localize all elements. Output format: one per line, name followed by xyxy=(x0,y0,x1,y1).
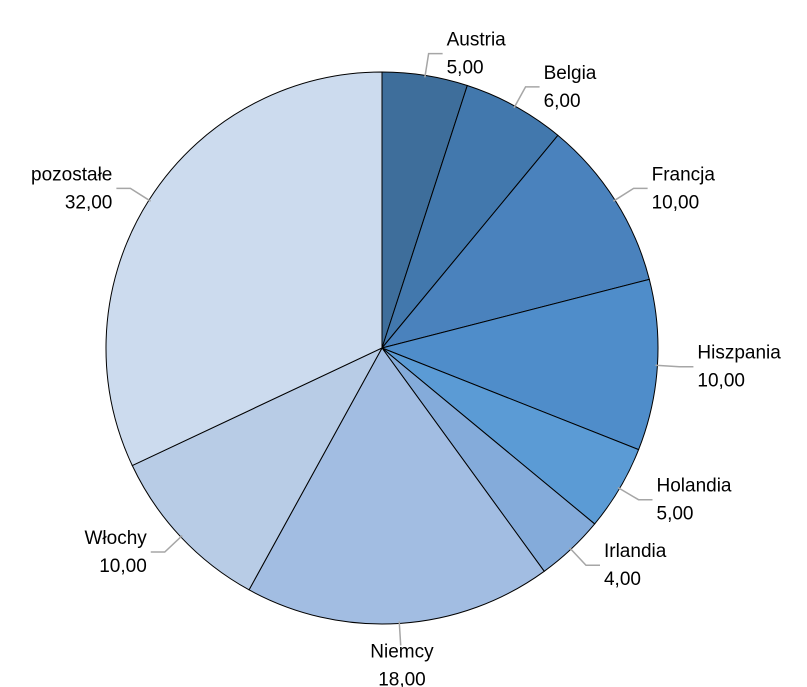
slice-value-label: 10,00 xyxy=(697,371,745,392)
leader-line xyxy=(655,364,694,368)
slice-value-label: 10,00 xyxy=(652,192,700,213)
slice-label: Belgia xyxy=(544,63,597,84)
leader-line xyxy=(398,621,402,646)
slice-value-label: 10,00 xyxy=(99,556,147,577)
leader-line xyxy=(424,52,443,78)
leader-line xyxy=(612,187,648,202)
leader-line xyxy=(116,187,152,202)
leader-line xyxy=(513,86,540,109)
slice-label: Holandia xyxy=(657,476,732,497)
slice-label: pozostałe xyxy=(31,164,112,185)
slice-value-label: 4,00 xyxy=(604,569,641,590)
slice-label: Francja xyxy=(652,164,716,185)
leader-line xyxy=(617,486,653,501)
slice-value-label: 32,00 xyxy=(65,192,113,213)
slice-value-label: 5,00 xyxy=(657,504,694,525)
slice-label: Austria xyxy=(447,30,507,51)
slice-value-label: 5,00 xyxy=(447,58,484,79)
leader-line xyxy=(150,535,183,553)
slice-value-label: 6,00 xyxy=(544,91,581,112)
leader-line xyxy=(569,547,600,566)
slice-value-label: 18,00 xyxy=(378,669,426,687)
slice-label: Hiszpania xyxy=(697,343,781,364)
slice-label: Niemcy xyxy=(370,641,434,662)
slice-label: Włochy xyxy=(84,528,147,549)
slice-label: Irlandia xyxy=(604,541,667,562)
